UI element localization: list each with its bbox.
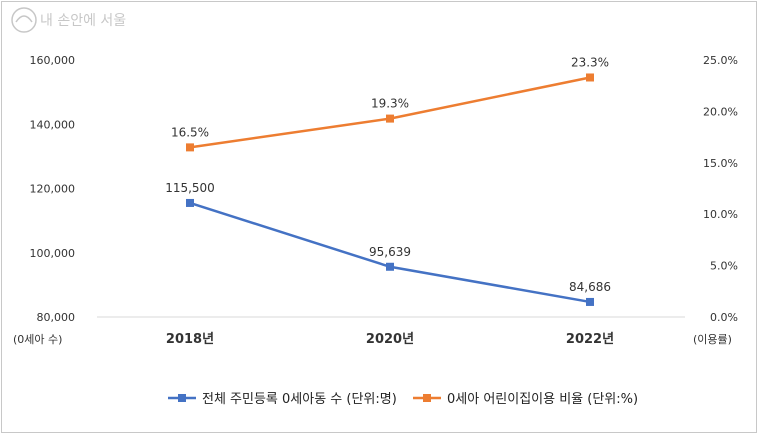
right-tick-label: 5.0% (710, 260, 738, 273)
legend-label-children: 전체 주민등록 0세아동 수 (단위:명) (202, 392, 397, 407)
left-axis-unit-label: (0세아 수) (13, 333, 62, 346)
data-label: 95,639 (369, 245, 411, 259)
data-label: 23.3% (571, 55, 609, 69)
data-label: 19.3% (371, 97, 409, 111)
data-point (186, 143, 194, 152)
series-line (189, 76, 591, 149)
left-tick-label: 120,000 (30, 183, 76, 196)
data-point (386, 114, 394, 123)
legend: 전체 주민등록 0세아동 수 (단위:명) 0세아 어린이집이용 비율 (단위:… (168, 392, 638, 407)
legend-swatch-marker (423, 394, 431, 402)
data-label: 115,500 (165, 181, 215, 195)
data-point (586, 73, 594, 82)
legend-item-children: 전체 주민등록 0세아동 수 (단위:명) (168, 392, 397, 407)
legend-item-ratio: 0세아 어린이집이용 비율 (단위:%) (413, 392, 638, 407)
left-tick-label: 160,000 (30, 54, 76, 67)
right-tick-label: 20.0% (703, 105, 738, 118)
right-tick-label: 10.0% (703, 208, 738, 221)
right-tick-label: 25.0% (703, 54, 738, 67)
legend-label-ratio: 0세아 어린이집이용 비율 (단위:%) (447, 392, 638, 407)
series-layer: 115,500 95,639 84,686 16.5% 19.3% 23.3% (165, 55, 611, 306)
data-label: 16.5% (171, 125, 209, 139)
x-tick-label: 2022년 (566, 332, 614, 347)
left-tick-label: 80,000 (37, 311, 76, 324)
right-axis: 0.0% 5.0% 10.0% 15.0% 20.0% 25.0% (703, 54, 738, 324)
right-tick-label: 0.0% (710, 311, 738, 324)
left-axis: 80,000 100,000 120,000 140,000 160,000 (30, 54, 76, 324)
right-axis-unit-label: (이용률) (693, 333, 732, 346)
logo-emblem-icon (11, 7, 37, 33)
right-tick-label: 15.0% (703, 157, 738, 170)
x-tick-label: 2020년 (366, 332, 414, 347)
x-tick-label: 2018년 (166, 332, 214, 347)
series-2: 16.5% 19.3% 23.3% (171, 55, 609, 152)
left-tick-label: 100,000 (30, 247, 76, 260)
data-label: 84,686 (569, 280, 611, 294)
legend-swatch-marker (178, 394, 186, 402)
data-point (186, 198, 194, 207)
x-axis: 2018년 2020년 2022년 (166, 332, 614, 347)
data-point (586, 297, 594, 306)
left-tick-label: 140,000 (30, 118, 76, 131)
logo-text: 내 손안에 서울 (40, 13, 126, 29)
series-1: 115,500 95,639 84,686 (165, 181, 611, 306)
data-point (386, 262, 394, 271)
seoul-logo: 내 손안에 서울 (11, 7, 126, 33)
